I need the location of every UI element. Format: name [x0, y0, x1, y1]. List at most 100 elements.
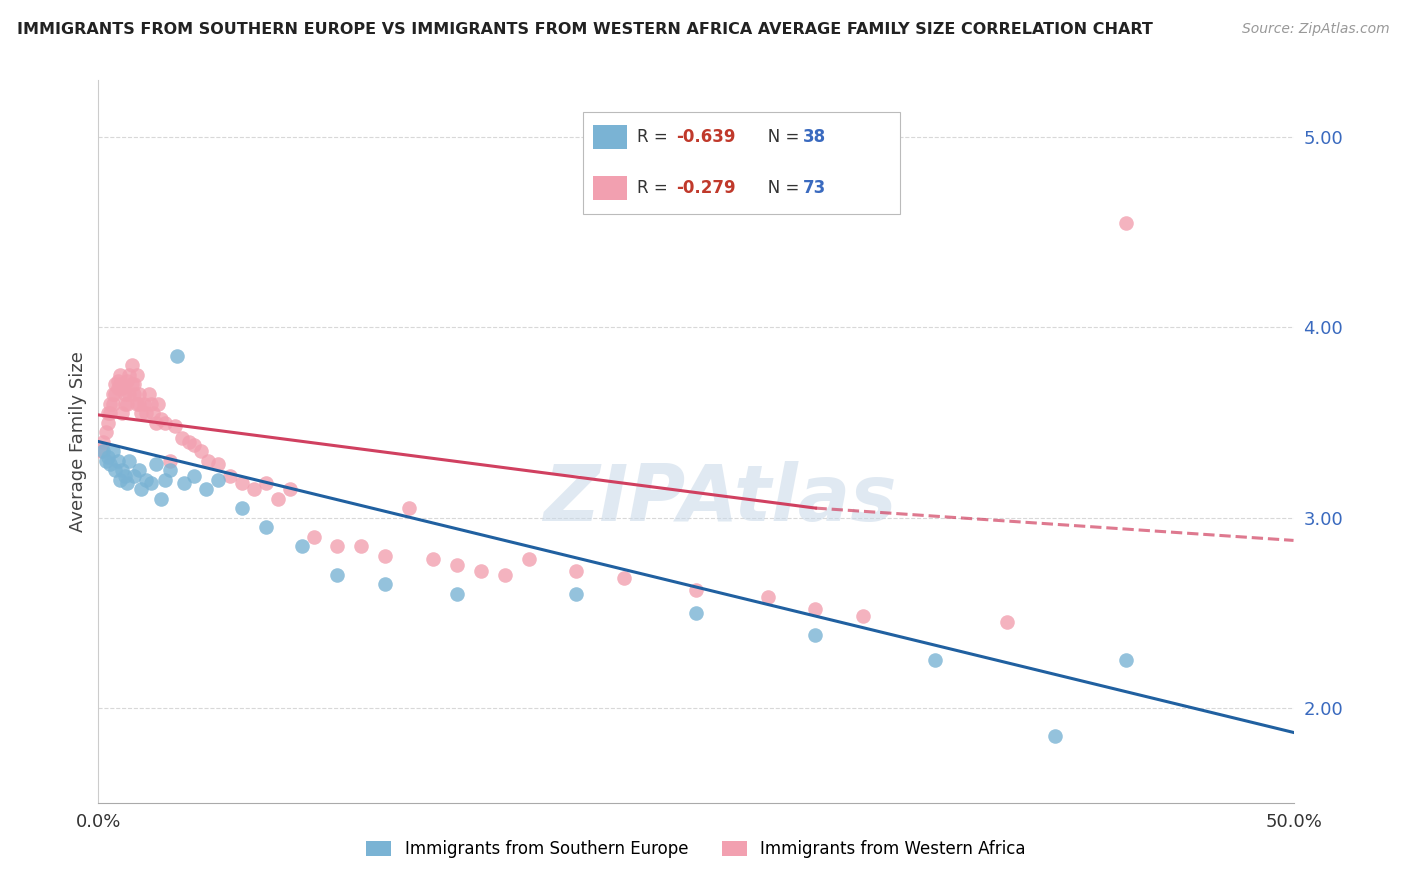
Point	[104, 387, 127, 401]
Point	[207, 458, 229, 472]
Text: -0.639: -0.639	[676, 128, 735, 146]
Point	[97, 416, 120, 430]
Point	[149, 491, 172, 506]
Point	[326, 567, 349, 582]
Text: N =: N =	[752, 179, 804, 197]
Point	[131, 482, 153, 496]
Point	[104, 463, 127, 477]
Point	[111, 406, 134, 420]
Point	[231, 476, 253, 491]
Point	[91, 444, 114, 458]
Point	[173, 476, 195, 491]
Point	[94, 453, 117, 467]
Point	[995, 615, 1018, 630]
Text: ZIPAtlas: ZIPAtlas	[543, 461, 897, 537]
Point	[422, 552, 444, 566]
Point	[183, 438, 205, 452]
Point	[565, 564, 588, 578]
Point	[166, 349, 188, 363]
Point	[756, 591, 779, 605]
Point	[254, 520, 277, 534]
Point	[613, 571, 636, 585]
Point	[125, 396, 148, 410]
Point	[145, 458, 167, 472]
Point	[114, 387, 136, 401]
Point	[111, 381, 134, 395]
Point	[101, 396, 124, 410]
Point	[97, 406, 120, 420]
Point	[148, 396, 170, 410]
Text: 38: 38	[803, 128, 825, 146]
Point	[470, 564, 492, 578]
Point	[243, 482, 266, 496]
Point	[108, 377, 131, 392]
Point	[494, 567, 516, 582]
Point	[91, 434, 114, 449]
Point	[685, 582, 707, 597]
Point	[804, 602, 827, 616]
Point	[108, 368, 131, 382]
Point	[107, 374, 129, 388]
Point	[517, 552, 540, 566]
Point	[159, 463, 181, 477]
Point	[139, 396, 162, 410]
Point	[207, 473, 229, 487]
Point	[163, 419, 186, 434]
Point	[398, 501, 420, 516]
Point	[446, 587, 468, 601]
Point	[98, 396, 122, 410]
Point	[924, 653, 946, 667]
Point	[145, 416, 167, 430]
Text: R =: R =	[637, 128, 673, 146]
Point	[98, 458, 122, 472]
Point	[131, 406, 153, 420]
Point	[155, 416, 177, 430]
Point	[219, 468, 242, 483]
Legend: Immigrants from Southern Europe, Immigrants from Western Africa: Immigrants from Southern Europe, Immigra…	[359, 832, 1033, 867]
Point	[115, 396, 138, 410]
Text: Source: ZipAtlas.com: Source: ZipAtlas.com	[1241, 22, 1389, 37]
Point	[97, 450, 120, 464]
Point	[135, 473, 157, 487]
Point	[121, 377, 143, 392]
Point	[183, 468, 205, 483]
Point	[118, 453, 141, 467]
Point	[179, 434, 201, 449]
Point	[125, 368, 148, 382]
Point	[98, 406, 122, 420]
Point	[118, 368, 141, 382]
Point	[302, 530, 325, 544]
Point	[128, 463, 150, 477]
Point	[159, 453, 181, 467]
Point	[254, 476, 277, 491]
Text: R =: R =	[637, 179, 673, 197]
Point	[374, 577, 396, 591]
Point	[267, 491, 290, 506]
Point	[128, 396, 150, 410]
Point	[155, 473, 177, 487]
Point	[172, 431, 194, 445]
Point	[1115, 216, 1137, 230]
Point	[115, 374, 138, 388]
Point	[107, 381, 129, 395]
Point	[685, 606, 707, 620]
Point	[107, 453, 129, 467]
Point	[124, 468, 146, 483]
Point	[90, 444, 112, 458]
Point	[124, 377, 146, 392]
Text: IMMIGRANTS FROM SOUTHERN EUROPE VS IMMIGRANTS FROM WESTERN AFRICA AVERAGE FAMILY: IMMIGRANTS FROM SOUTHERN EUROPE VS IMMIG…	[17, 22, 1153, 37]
Point	[1115, 653, 1137, 667]
Point	[291, 539, 314, 553]
Point	[804, 628, 827, 642]
Point	[350, 539, 373, 553]
Point	[231, 501, 253, 516]
Y-axis label: Average Family Size: Average Family Size	[69, 351, 87, 532]
Point	[195, 482, 218, 496]
Point	[190, 444, 212, 458]
Point	[108, 473, 131, 487]
Point	[197, 453, 219, 467]
Point	[135, 406, 157, 420]
Point	[121, 359, 143, 373]
Point	[852, 609, 875, 624]
Point	[115, 476, 138, 491]
